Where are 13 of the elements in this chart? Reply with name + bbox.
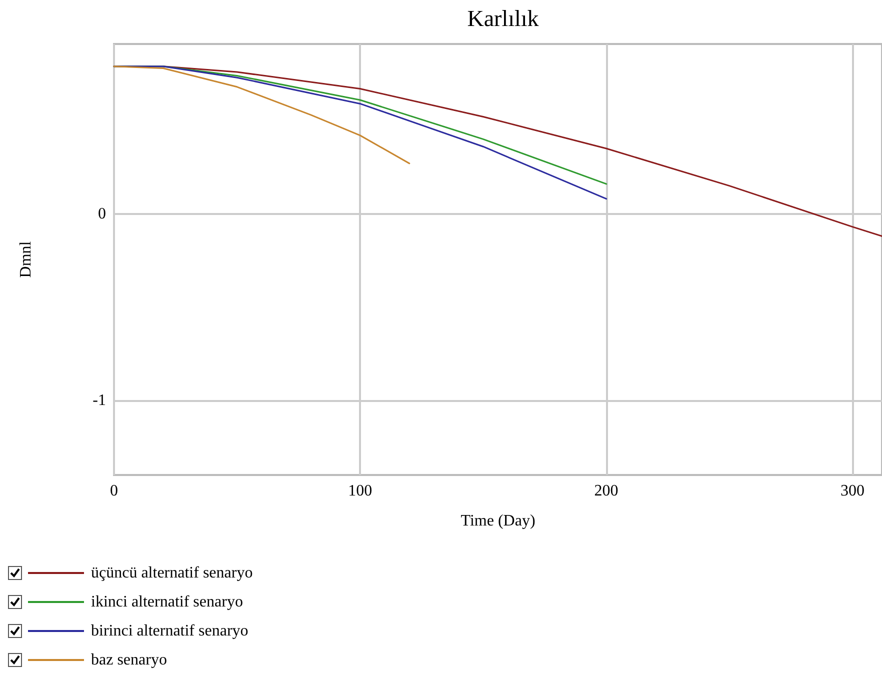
legend-label: baz senaryo — [91, 652, 167, 668]
x-axis-title: Time (Day) — [460, 512, 536, 530]
legend-label: ikinci alternatif senaryo — [91, 594, 243, 610]
x-tick-label: 100 — [348, 482, 372, 500]
y-axis-title: Dmnl — [18, 240, 34, 278]
x-tick-label: 300 — [840, 482, 864, 500]
x-tick-label: 200 — [594, 482, 618, 500]
x-tick-label: 0 — [110, 482, 118, 500]
legend-label: üçüncü alternatif senaryo — [91, 564, 253, 582]
line-series — [113, 66, 410, 164]
y-tick-label: -1 — [92, 392, 106, 409]
legend-label: birinci alternatif senaryo — [91, 622, 248, 640]
chart-title: Karlılık — [467, 6, 540, 31]
